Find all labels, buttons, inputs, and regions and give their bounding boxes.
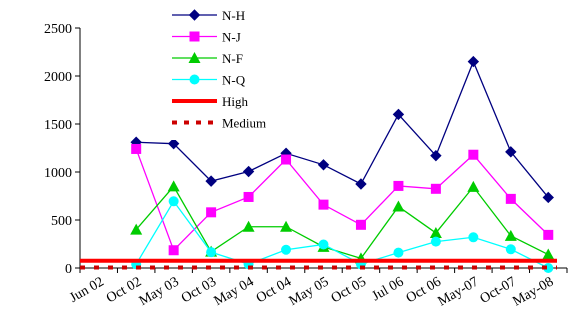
data-point-n-q (505, 244, 516, 255)
series-layer (80, 55, 557, 273)
data-point-n-f (467, 180, 480, 192)
series-n-q (131, 196, 554, 273)
data-point-n-j (281, 154, 292, 165)
data-point-n-q (206, 247, 217, 258)
y-tick-label: 1000 (44, 166, 72, 181)
legend-marker-n-q (189, 74, 200, 85)
data-point-n-j (131, 143, 142, 154)
data-point-n-j (318, 199, 329, 210)
data-point-n-j (393, 180, 404, 191)
data-point-n-f (130, 223, 143, 235)
legend-item-n-f: N-F (172, 51, 243, 66)
data-point-n-f (280, 220, 293, 232)
legend-item-n-h: N-H (172, 8, 245, 23)
data-point-n-q (318, 239, 329, 250)
y-axis: 0 500 1000 1500 2000 2500 (44, 22, 81, 277)
series-line-n-j (135, 148, 549, 252)
legend-marker-n-j (189, 31, 200, 42)
data-point-n-h (242, 165, 255, 178)
series-n-j (131, 143, 554, 256)
legend-label: N-J (222, 30, 241, 45)
legend-box (168, 2, 284, 140)
x-tick-label: Jul 06 (370, 274, 407, 304)
y-tick-label: 0 (65, 262, 72, 277)
data-point-n-q (393, 247, 404, 258)
series-line-n-h (136, 59, 549, 198)
legend-label: N-H (222, 8, 245, 23)
data-point-n-j (355, 219, 366, 230)
data-point-n-j (505, 193, 516, 204)
x-tick-label: May-07 (435, 274, 481, 309)
data-point-n-q (281, 244, 292, 255)
x-tick-label: Oct 02 (104, 274, 144, 306)
x-tick-label: Oct 05 (329, 274, 369, 306)
legend-label: Medium (222, 116, 266, 131)
series-line-n-f (135, 185, 549, 260)
data-point-n-j (468, 149, 479, 160)
data-point-n-j (206, 207, 217, 218)
series-n-f (130, 180, 555, 264)
x-tick-label: May-08 (510, 274, 556, 309)
x-tick-label: Oct 04 (254, 274, 294, 306)
legend-item-high: High (172, 94, 249, 109)
data-point-n-f (167, 180, 180, 192)
data-point-n-j (430, 183, 441, 194)
data-point-n-h (167, 137, 180, 150)
legend-marker-n-h (188, 9, 201, 21)
data-point-n-q (430, 236, 441, 247)
data-point-n-h (467, 55, 480, 68)
legend-label: N-F (222, 51, 243, 66)
data-point-n-h (317, 159, 330, 171)
data-point-n-h (430, 149, 442, 162)
legend-marker-n-f (188, 52, 201, 63)
data-point-n-h (392, 108, 405, 121)
series-line-n-q (135, 200, 549, 269)
data-point-n-f (392, 200, 405, 212)
x-tick-label: May 04 (212, 274, 257, 309)
y-tick-label: 2500 (44, 22, 72, 37)
legend-item-n-q: N-Q (172, 73, 246, 88)
data-point-n-j (243, 191, 254, 202)
data-point-n-f (242, 220, 255, 232)
x-tick-label: Jun 02 (67, 274, 107, 305)
data-point-n-h (542, 191, 554, 204)
x-tick-label: May 05 (287, 274, 332, 309)
data-point-n-h (505, 146, 517, 158)
data-point-n-f (504, 229, 517, 241)
data-point-n-q (168, 196, 179, 207)
legend-item-medium: Medium (172, 116, 266, 131)
legend-label: High (222, 94, 249, 109)
y-tick-label: 2000 (44, 70, 72, 85)
data-point-n-f (542, 248, 555, 260)
data-point-n-j (543, 229, 554, 240)
y-tick-label: 1500 (44, 118, 72, 133)
data-point-n-f (429, 226, 442, 238)
data-point-n-j (168, 245, 179, 256)
x-tick-label: Oct 03 (179, 274, 219, 306)
data-point-n-h (205, 175, 217, 187)
x-tick-label: May 03 (137, 274, 182, 309)
legend-label: N-Q (222, 73, 246, 88)
data-point-n-h (355, 178, 367, 190)
y-tick-label: 500 (51, 214, 72, 229)
data-point-n-q (468, 232, 479, 243)
data-point-n-q (543, 263, 554, 273)
legend: N-H N-J N-F N-Q High Medium (168, 2, 284, 140)
legend-item-n-j: N-J (172, 30, 241, 45)
